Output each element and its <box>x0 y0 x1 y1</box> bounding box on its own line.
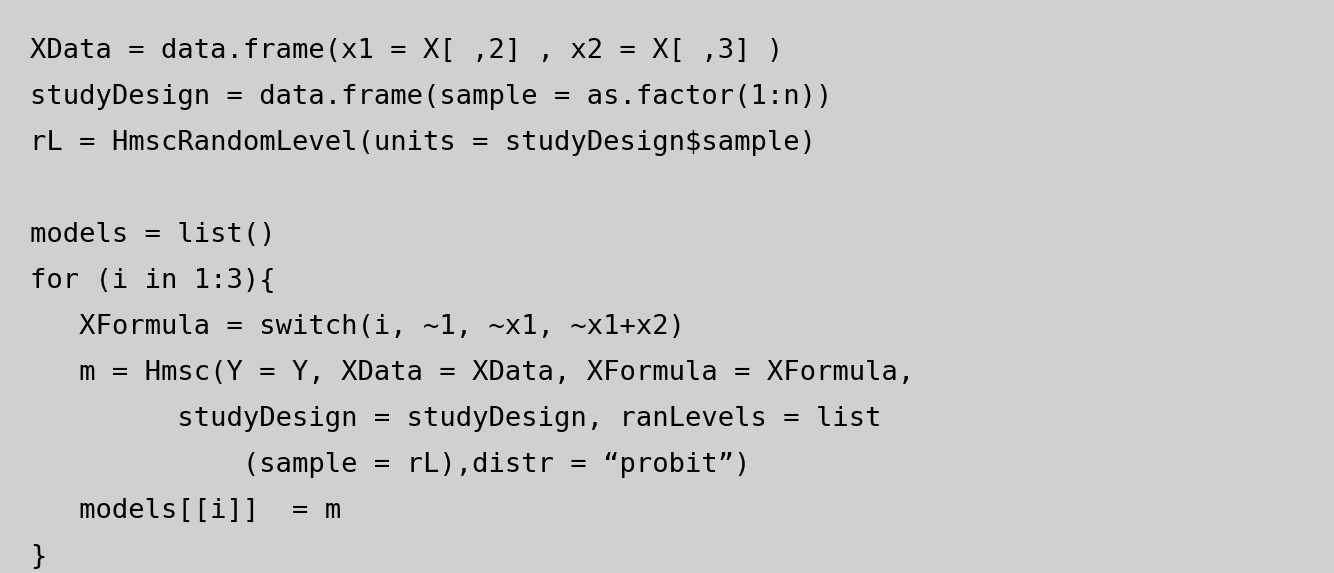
Text: studyDesign = studyDesign, ranLevels = list: studyDesign = studyDesign, ranLevels = l… <box>29 406 882 432</box>
Text: studyDesign = data.frame(sample = as.factor(1:n)): studyDesign = data.frame(sample = as.fac… <box>29 84 832 110</box>
Text: }: } <box>29 544 47 570</box>
Text: models = list(): models = list() <box>29 222 276 248</box>
Text: XFormula = switch(i, ~1, ~x1, ~x1+x2): XFormula = switch(i, ~1, ~x1, ~x1+x2) <box>29 314 684 340</box>
Text: rL = HmscRandomLevel(units = studyDesign$sample): rL = HmscRandomLevel(units = studyDesign… <box>29 130 816 156</box>
Text: (sample = rL),distr = “probit”): (sample = rL),distr = “probit”) <box>29 452 751 478</box>
Text: for (i in 1:3){: for (i in 1:3){ <box>29 268 276 294</box>
Text: XData = data.frame(x1 = X[ ,2] , x2 = X[ ,3] ): XData = data.frame(x1 = X[ ,2] , x2 = X[… <box>29 38 783 64</box>
Text: models[[i]]  = m: models[[i]] = m <box>29 498 342 524</box>
Text: m = Hmsc(Y = Y, XData = XData, XFormula = XFormula,: m = Hmsc(Y = Y, XData = XData, XFormula … <box>29 360 914 386</box>
